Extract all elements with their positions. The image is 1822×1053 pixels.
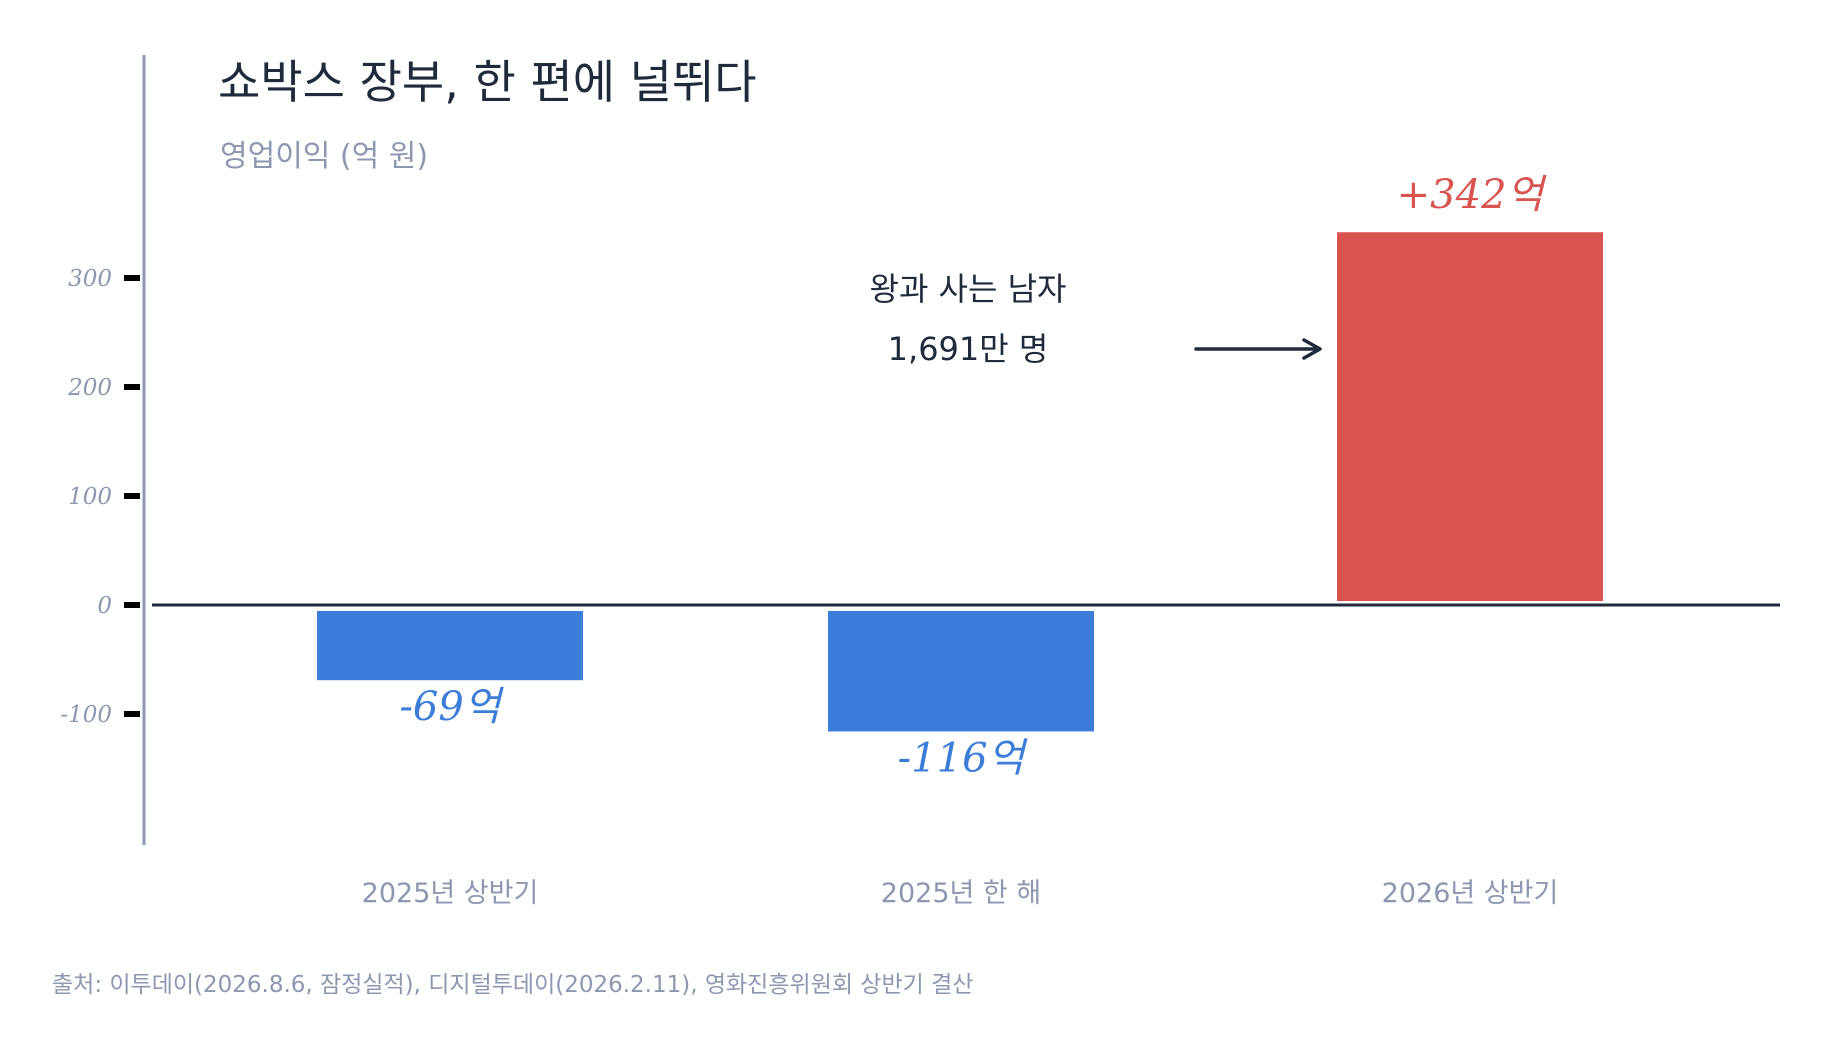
data-label-3: +342억: [1397, 172, 1548, 218]
y-axis-ticks: 300 200 100 0 -100: [60, 266, 140, 728]
data-label-2: -116억: [898, 735, 1029, 781]
data-label-1: -69억: [399, 684, 504, 730]
bar-2: [828, 611, 1094, 732]
annotation-line-2: 1,691만 명: [888, 330, 1049, 368]
y-tick-label: 100: [68, 484, 112, 510]
source-note: 출처: 이투데이(2026.8.6, 잠정실적), 디지털투데이(2026.2.…: [52, 972, 973, 998]
annotation-arrowhead-icon: [1302, 338, 1322, 360]
y-tick-label: 200: [67, 375, 112, 401]
chart-title: 쇼박스 장부, 한 편에 널뛰다: [218, 55, 757, 109]
bar-1: [317, 611, 583, 681]
annotation: 왕과 사는 남자 1,691만 명: [870, 270, 1322, 368]
y-tick-label: -100: [60, 702, 112, 728]
bars: [317, 232, 1603, 732]
annotation-line-1: 왕과 사는 남자: [870, 270, 1067, 308]
y-tick-label: 300: [68, 266, 112, 292]
chart-subtitle: 영업이익 (억 원): [220, 139, 428, 174]
y-tick-label: 0: [97, 593, 112, 619]
data-labels: -69억 -116억 +342억: [399, 172, 1547, 781]
category-label-1: 2025년 상반기: [362, 878, 539, 909]
x-axis-category-labels: 2025년 상반기 2025년 한 해 2026년 상반기: [362, 878, 1559, 909]
category-label-3: 2026년 상반기: [1382, 878, 1559, 909]
category-label-2: 2025년 한 해: [881, 878, 1041, 909]
bar-3: [1337, 232, 1603, 601]
